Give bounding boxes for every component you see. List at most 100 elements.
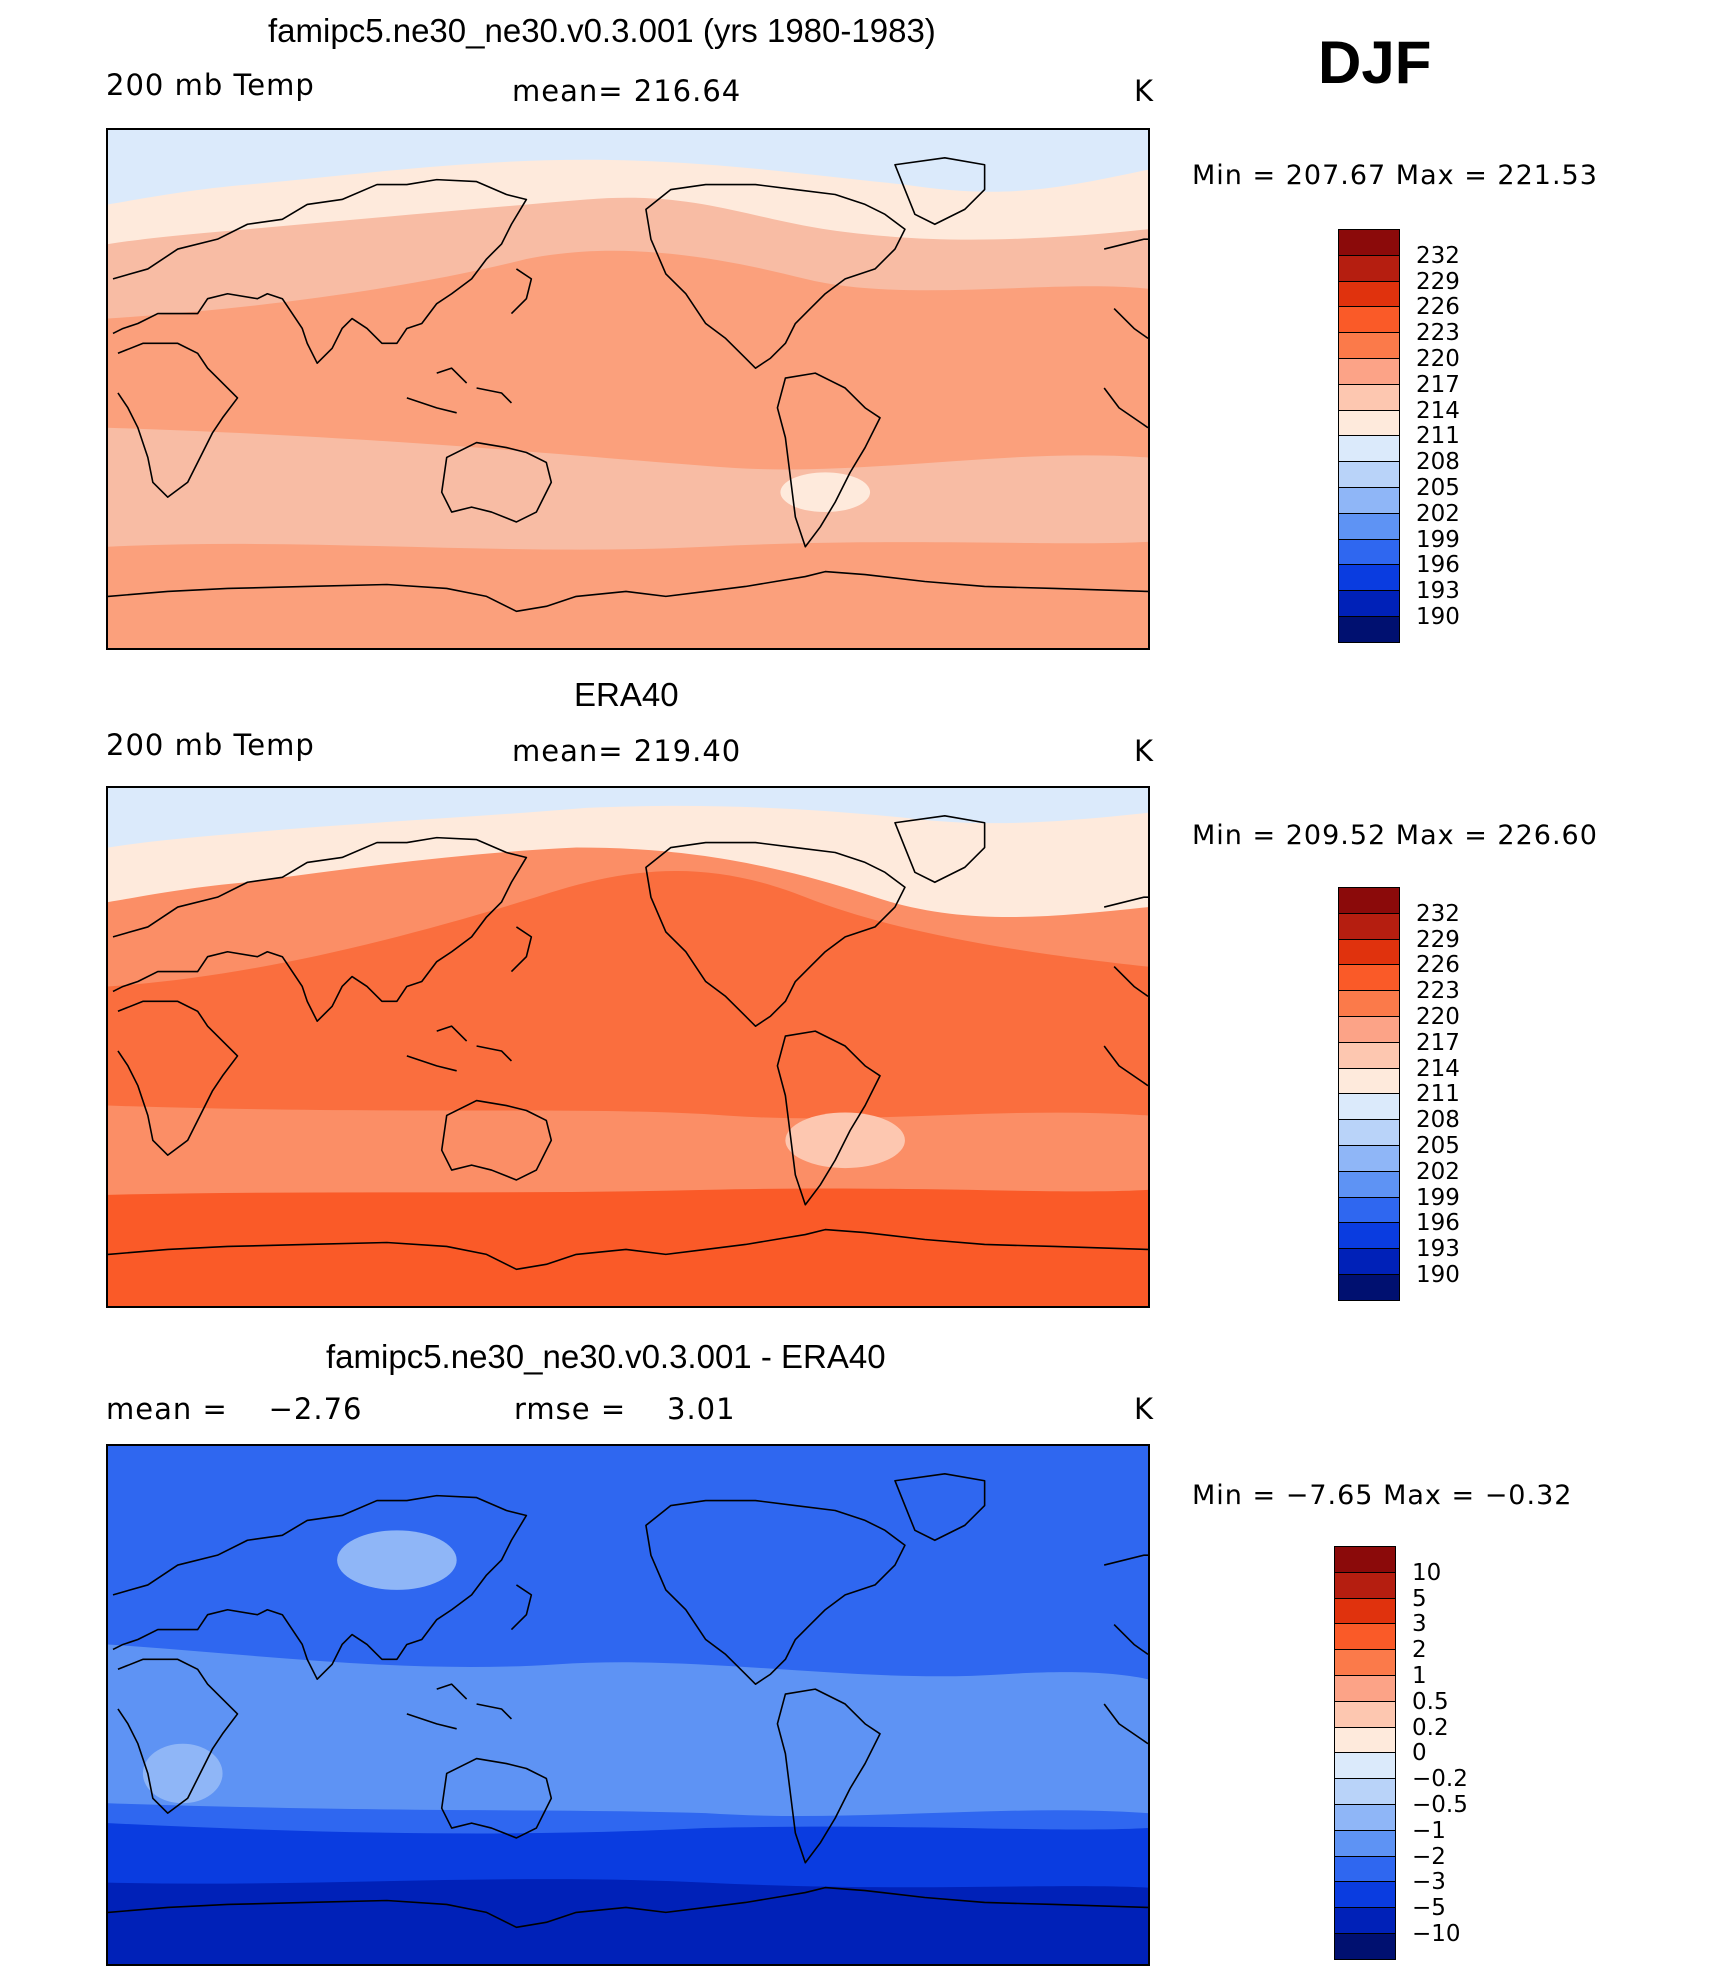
colorbar: 232 229 226 223 220 217 214 211 208 205 202 199 196 1… [1338, 887, 1460, 1301]
contour-patch [337, 1530, 457, 1590]
colorbar-swatch [1338, 564, 1400, 592]
colorbar-tick-label: 1 [1412, 1663, 1427, 1689]
colorbar-tick-label: 229 [1416, 926, 1460, 953]
coastline [117, 1000, 239, 1156]
contour-tropics [108, 870, 1148, 1119]
colorbar-swatch [1334, 1907, 1396, 1934]
coastline [117, 342, 239, 498]
contour-polar [108, 130, 1148, 205]
colorbar-swatch [1338, 990, 1400, 1017]
colorbar-tick-label: 214 [1416, 397, 1460, 424]
colorbar-swatch [1338, 1274, 1400, 1301]
min-value: 207.67 [1285, 160, 1387, 191]
units-label: K [1134, 74, 1155, 108]
max-label: Max [1395, 820, 1455, 851]
coastline [894, 814, 986, 884]
colorbar-swatch [1338, 512, 1400, 540]
rmse-label: rmse = 3.01 [514, 1392, 736, 1426]
colorbar-tick-label: 202 [1416, 500, 1460, 527]
colorbar-tick-label: 196 [1416, 552, 1460, 579]
coastline [776, 1688, 881, 1864]
coastline [440, 1757, 553, 1839]
max-label: Max [1383, 1480, 1442, 1511]
colorbar-swatch [1338, 1248, 1400, 1275]
colorbar-swatch [1338, 538, 1400, 566]
colorbar: 10 5 3 2 1 0.5 0.2 0 −0.2 −0.5 −1 −2 −3 −5 −10 [1334, 1546, 1468, 1960]
min-label: Min [1192, 160, 1243, 191]
colorbar-tick-label: 0.2 [1412, 1714, 1449, 1741]
units-label: K [1134, 1392, 1155, 1426]
variable-label: 200 mb Temp [106, 68, 315, 102]
coastline [406, 1025, 513, 1072]
min-label: Min [1192, 820, 1243, 851]
colorbar: 232 229 226 223 220 217 214 211 208 205 202 199 196 1… [1338, 229, 1460, 643]
max-value: 226.60 [1497, 820, 1598, 851]
colorbar-tick-label: 217 [1416, 371, 1460, 398]
colorbar-tick-label: −2 [1412, 1843, 1446, 1870]
colorbar-swatch [1334, 1649, 1396, 1676]
colorbar-tick-label: 232 [1416, 900, 1460, 927]
colorbar-swatch [1334, 1778, 1396, 1805]
coastline [894, 156, 986, 226]
colorbar-tick-label: 220 [1416, 346, 1460, 372]
colorbar-tick-label: 208 [1416, 1107, 1460, 1134]
contour-tropics [108, 250, 1148, 470]
colorbar-swatch [1338, 1093, 1400, 1121]
colorbar-swatch [1338, 1145, 1400, 1172]
map-canvas [108, 1446, 1148, 1964]
coastline [510, 1584, 533, 1631]
min-value: 209.52 [1285, 820, 1387, 851]
map-plot [106, 786, 1150, 1308]
colorbar-swatch [1334, 1546, 1396, 1573]
mean-label: mean= 219.40 [512, 734, 742, 768]
colorbar-tick-label: 214 [1416, 1055, 1460, 1082]
coastline [108, 1886, 1148, 1929]
colorbar-swatch [1338, 435, 1400, 463]
coastline [406, 1683, 513, 1730]
colorbar-tick-label: 229 [1416, 268, 1460, 295]
colorbar-tick-label: 211 [1416, 423, 1460, 450]
colorbar-swatch [1334, 1726, 1396, 1754]
colorbar-swatch [1334, 1752, 1396, 1780]
min-max-readout: Min = 209.52 Max = 226.60 [1192, 820, 1598, 851]
panel-title: ERA40 [574, 676, 679, 713]
colorbar-swatch [1334, 1804, 1396, 1831]
contour-antarctic [108, 1879, 1148, 1964]
colorbar-swatch [1338, 1041, 1400, 1069]
colorbar-tick-label: 205 [1416, 1133, 1460, 1159]
coastline [440, 441, 553, 523]
coastline [1103, 896, 1148, 1087]
colorbar-swatch [1338, 229, 1400, 256]
colorbar-swatch [1334, 1881, 1396, 1909]
contour-patch [780, 472, 871, 513]
coastline [117, 1658, 239, 1814]
min-label: Min [1192, 1480, 1243, 1511]
colorbar-swatch [1338, 1222, 1400, 1250]
colorbar-tick-label: −5 [1412, 1895, 1446, 1922]
map-plot [106, 1444, 1150, 1966]
colorbar-swatch [1334, 1855, 1396, 1883]
colorbar-swatch [1338, 938, 1400, 966]
map-canvas [108, 788, 1148, 1306]
colorbar-swatch [1338, 487, 1400, 514]
colorbar-swatch [1338, 1119, 1400, 1146]
colorbar-swatch [1338, 461, 1400, 488]
colorbar-swatch [1338, 254, 1400, 282]
colorbar-swatch [1334, 1829, 1396, 1857]
colorbar-tick-label: 208 [1416, 449, 1460, 476]
colorbar-tick-label: 217 [1416, 1029, 1460, 1056]
mean-label: mean = −2.76 [106, 1392, 363, 1426]
coastline [440, 1099, 553, 1181]
colorbar-tick-label: 0 [1412, 1740, 1427, 1767]
units-label: K [1134, 734, 1155, 768]
colorbar-tick-label: 5 [1412, 1585, 1427, 1612]
colorbar-tick-label: 220 [1416, 1004, 1460, 1030]
colorbar-tick-label: 232 [1416, 242, 1460, 269]
panel-title: famipc5.ne30_ne30.v0.3.001 - ERA40 [326, 1338, 886, 1375]
variable-label: 200 mb Temp [106, 728, 315, 762]
contour-tropics [108, 1644, 1148, 1817]
colorbar-swatch [1338, 1016, 1400, 1043]
colorbar-tick-label: 202 [1416, 1158, 1460, 1185]
max-value: 221.53 [1497, 160, 1598, 191]
contour-patch [142, 1743, 223, 1804]
